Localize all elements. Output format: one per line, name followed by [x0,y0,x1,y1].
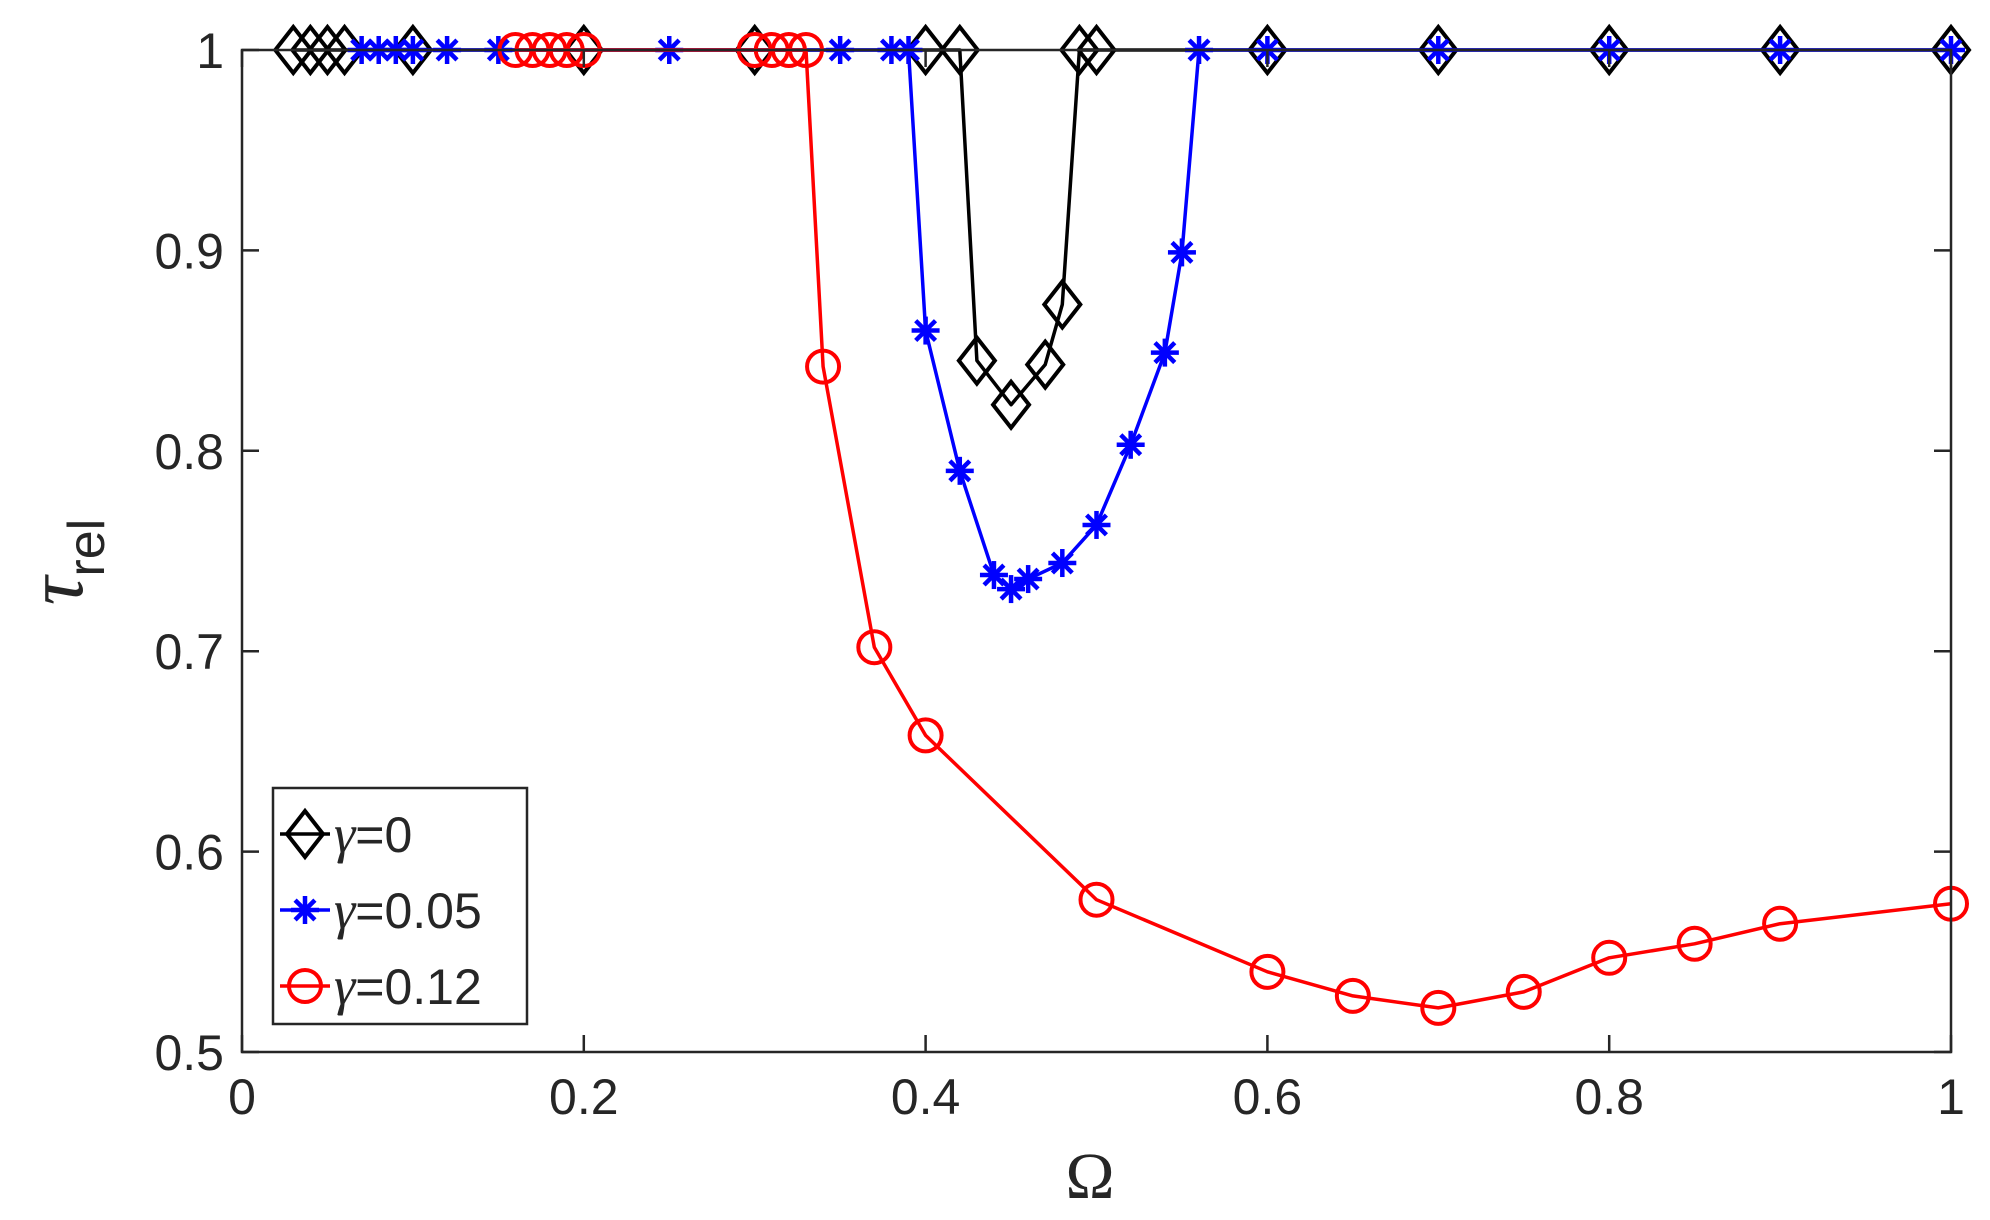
data-point [805,348,842,385]
data-point [289,23,331,77]
data-point [272,23,314,77]
x-tick-label: 0 [228,1069,256,1125]
data-point [979,561,1008,590]
x-tick-label: 0.4 [891,1069,961,1125]
data-point [1024,338,1066,391]
data-point [1167,238,1196,267]
legend-point [287,968,323,1004]
legend-entry-2: γ=0.12 [280,956,482,1016]
data-point [1058,23,1100,77]
data-point [1082,510,1111,539]
data-point [907,717,944,754]
x-tick-label: 1 [1937,1069,1965,1125]
y-axis-label-main: τ [12,573,100,605]
data-point [1014,565,1043,594]
data-point [1334,977,1371,1014]
axes-box [240,48,1953,1054]
data-point [1762,905,1799,942]
x-tick-label: 0.2 [549,1069,619,1125]
x-tick-label: 0.6 [1233,1069,1303,1125]
axes-layer [240,48,1953,1054]
legend-marker-1 [280,896,330,924]
data-point [1417,23,1459,77]
data-point [956,334,998,387]
legend-label-2: γ=0.12 [334,956,482,1016]
x-tick-label: 0.8 [1574,1069,1644,1125]
data-point [1249,953,1286,990]
legend-label-0: γ=0 [334,804,412,864]
data-point [1246,23,1288,77]
legend-point [291,896,319,924]
legend-marker-2 [280,968,330,1004]
y-tick-label: 0.5 [154,1025,224,1081]
y-tick-label: 0.8 [154,424,224,480]
data-point [1078,881,1115,918]
x-axis-label: Ω [1065,1140,1114,1213]
data-point [1505,973,1542,1010]
data-point [939,23,981,77]
y-tick-label: 0.9 [154,223,224,279]
data-point [1676,925,1713,962]
data-point [1759,23,1801,77]
data-point [1116,430,1145,459]
data-point [1075,23,1118,77]
data-point [911,316,940,345]
svg-text:τrel: τrel [12,519,116,605]
ticks-layer: 0 0.2 0.4 0.6 0.8 1 0.5 0.6 0.7 0.8 0.9 1 [154,23,1964,1125]
data-point [306,23,348,77]
data-point [856,629,893,666]
data-point [1041,278,1083,331]
data-point [1150,338,1179,367]
legend-marker-0 [280,807,330,861]
data-point [990,378,1032,431]
legend-point [284,807,326,861]
y-tick-label: 0.7 [154,624,224,680]
data-point [1591,939,1628,976]
y-axis-label-sub: rel [58,519,116,577]
legend-label-1: γ=0.05 [334,880,482,940]
data-point [1420,989,1457,1026]
y-tick-label: 1 [196,23,224,79]
data-point [1588,23,1630,77]
y-tick-label: 0.6 [154,825,224,881]
legend-entry-0: γ=0 [280,804,412,864]
data-point [945,456,974,485]
y-axis-label: τrel [12,519,116,605]
data-point [1048,549,1077,578]
legend: γ=0 γ=0.05 γ=0.12 [271,786,529,1026]
legend-entry-1: γ=0.05 [280,880,482,940]
